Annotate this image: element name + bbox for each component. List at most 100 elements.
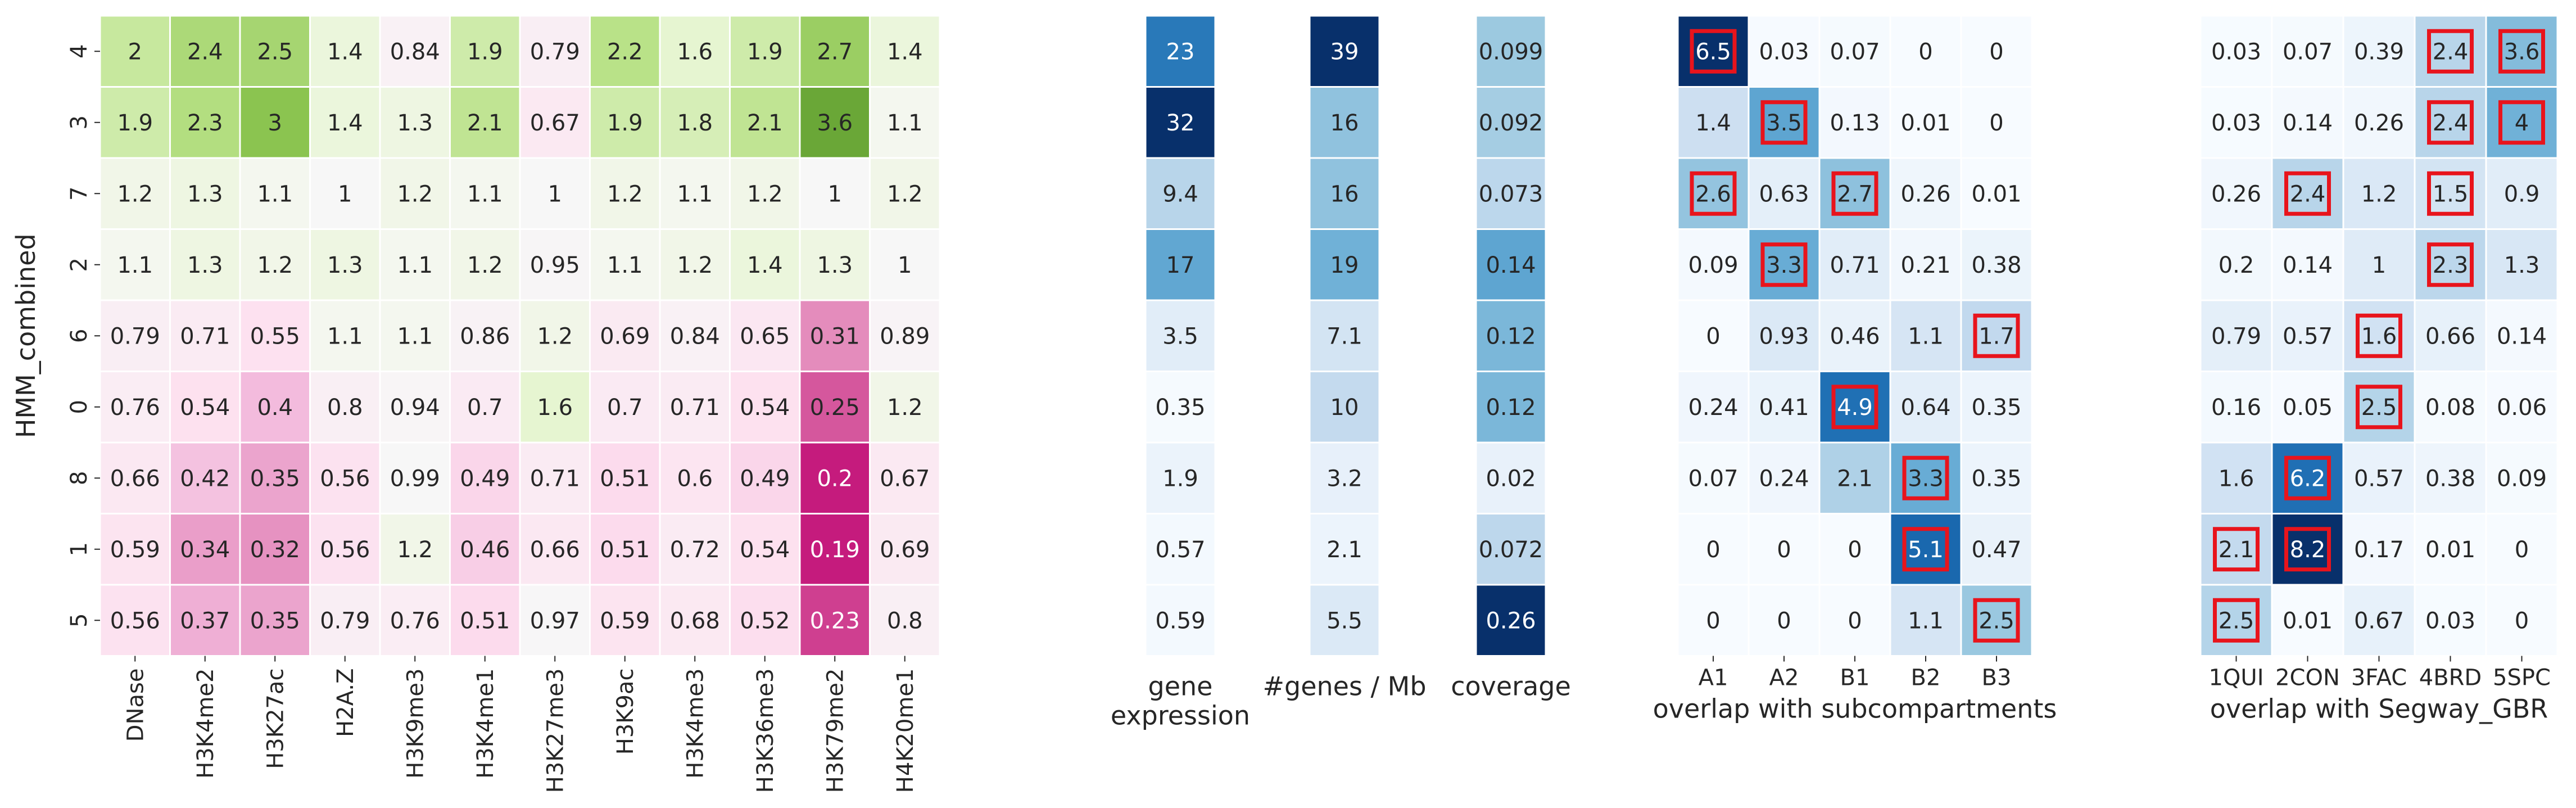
heatmap-cell <box>1475 441 1547 514</box>
cell-value-label: 0.71 <box>530 466 580 491</box>
heatmap-cell <box>1309 513 1380 586</box>
heatmap-cell <box>2414 299 2487 372</box>
highlight-box <box>2284 171 2331 216</box>
heatmap-cell <box>729 371 801 444</box>
cell-value-label: 0.14 <box>2283 110 2333 136</box>
heatmap-panel-0: 2 2.4 2.5 1.4 0.84 1.9 0.79 2.2 1.6 1.9 2.7 1.41.9 2… <box>11 15 941 793</box>
highlight-box <box>1690 29 1737 74</box>
heatmap-panel-2: 39 16 16 19 7.1 10 3.2 2.1 5.5 #genes / Mb <box>1262 15 1427 702</box>
x-axis-label: gene <box>1148 671 1213 702</box>
heatmap-cell <box>729 441 801 514</box>
highlight-box <box>1690 171 1737 216</box>
heatmap-cell <box>239 299 311 372</box>
heatmap-cell <box>2414 228 2487 301</box>
cell-value-label: 1.4 <box>747 252 783 278</box>
heatmap-cell <box>99 228 171 301</box>
heatmap-panel-5: 0.03 0.07 0.39 2.4 3.6 0.03 0.14 0.26 2.4 4 0.26 2.… <box>2199 15 2559 724</box>
cell-value-label: 2.5 <box>257 39 293 65</box>
cell-value-label: 0.46 <box>460 537 510 563</box>
heatmap-cell <box>1144 157 1216 230</box>
cell-value-label: 0.59 <box>110 537 160 563</box>
heatmap-cell <box>1960 228 2033 301</box>
cell-value-label: 0.49 <box>740 466 790 491</box>
y-tick-label: 8 <box>66 471 92 485</box>
cell-value-label: 2.2 <box>607 39 643 65</box>
x-tick-label: 4BRD <box>2419 665 2482 691</box>
cell-value-label: 0.32 <box>250 537 300 563</box>
cell-value-label: 0.69 <box>880 537 930 563</box>
heatmap-cell <box>1960 299 2033 372</box>
heatmap-cell <box>1309 15 1380 88</box>
cell-value-label: 0.63 <box>1759 181 1809 207</box>
heatmap-cell <box>2199 441 2273 514</box>
cell-value-label: 1.1 <box>397 252 433 278</box>
cell-value-label: 0.89 <box>880 323 930 349</box>
x-tick-label: H3K9ac <box>613 669 639 755</box>
cell-value-label: 0.35 <box>250 608 300 634</box>
cell-value-label: 2.3 <box>187 110 223 136</box>
cell-value-label: 5.1 <box>1908 537 1944 563</box>
cell-value-label: 1.3 <box>327 252 363 278</box>
cell-value-label: 0.24 <box>1759 466 1809 491</box>
cell-value-label: 6.5 <box>1695 39 1731 65</box>
heatmap-cell <box>309 371 381 444</box>
highlight-box <box>2427 242 2474 287</box>
cell-value-label: 0.79 <box>110 323 160 349</box>
cell-value-label: 0.64 <box>1900 395 1950 421</box>
cell-value-label: 2.7 <box>817 39 853 65</box>
cell-value-label: 1.2 <box>537 323 573 349</box>
heatmap-cell <box>2342 299 2416 372</box>
x-tick-label: 5SPC <box>2493 665 2551 691</box>
heatmap-cell <box>869 157 941 230</box>
heatmap-cell <box>1818 15 1891 88</box>
cell-value-label: 1 <box>828 181 842 207</box>
cell-value-label: 0.51 <box>600 537 650 563</box>
heatmap-cell <box>169 15 241 88</box>
highlight-box <box>1902 455 1949 500</box>
highlight-box <box>2356 313 2402 358</box>
cell-value-label: 0.14 <box>1486 252 1536 278</box>
cell-value-label: 1.1 <box>887 110 923 136</box>
highlight-box <box>2498 29 2545 74</box>
cell-value-label: 0.35 <box>250 466 300 491</box>
cell-value-label: 0.03 <box>1759 39 1809 65</box>
heatmap-cell <box>2485 299 2559 372</box>
heatmap-cell <box>309 513 381 586</box>
heatmap-cell <box>1309 299 1380 372</box>
x-axis-label: #genes / Mb <box>1262 671 1426 702</box>
cell-value-label: 0.57 <box>1155 537 1205 563</box>
heatmap-cell <box>1309 584 1380 657</box>
heatmap-cell <box>1818 86 1891 159</box>
cell-value-label: 0.7 <box>607 395 643 421</box>
cell-value-label: 1.9 <box>607 110 643 136</box>
heatmap-cell <box>1475 584 1547 657</box>
x-tick-label: DNase <box>123 669 148 742</box>
heatmap-cell <box>1309 441 1380 514</box>
heatmap-cell <box>449 86 521 159</box>
cell-value-label: 0.07 <box>1688 466 1738 491</box>
cell-value-label: 32 <box>1166 110 1195 136</box>
x-tick-label: B3 <box>1982 665 2012 691</box>
cell-value-label: 0.31 <box>810 323 860 349</box>
cell-value-label: 0.03 <box>2211 39 2261 65</box>
cell-value-label: 0.03 <box>2211 110 2261 136</box>
heatmap-cell <box>449 441 521 514</box>
cell-value-label: 0 <box>1777 608 1791 634</box>
cell-value-label: 2.4 <box>2290 181 2326 207</box>
heatmap-cell <box>169 299 241 372</box>
heatmap-cell <box>1475 15 1547 88</box>
cell-value-label: 0 <box>1706 537 1720 563</box>
cell-value-label: 0.52 <box>740 608 790 634</box>
cell-value-label: 0.67 <box>530 110 580 136</box>
heatmap-cell <box>1889 441 1962 514</box>
heatmap-cell <box>1144 86 1216 159</box>
heatmap-cell <box>1309 228 1380 301</box>
cell-value-label: 1 <box>2372 252 2386 278</box>
heatmap-cell <box>2271 15 2344 88</box>
heatmap-cell <box>2271 228 2344 301</box>
y-tick-label: 5 <box>66 613 92 628</box>
heatmap-panel-4: 6.5 0.03 0.07 0 0 1.4 3.5 0.13 0.01 0 2.6 0.63 2.7 0.… <box>1653 15 2057 724</box>
heatmap-cell <box>589 86 661 159</box>
x-tick-label: A2 <box>1769 665 1799 691</box>
cell-value-label: 0.2 <box>817 466 853 491</box>
